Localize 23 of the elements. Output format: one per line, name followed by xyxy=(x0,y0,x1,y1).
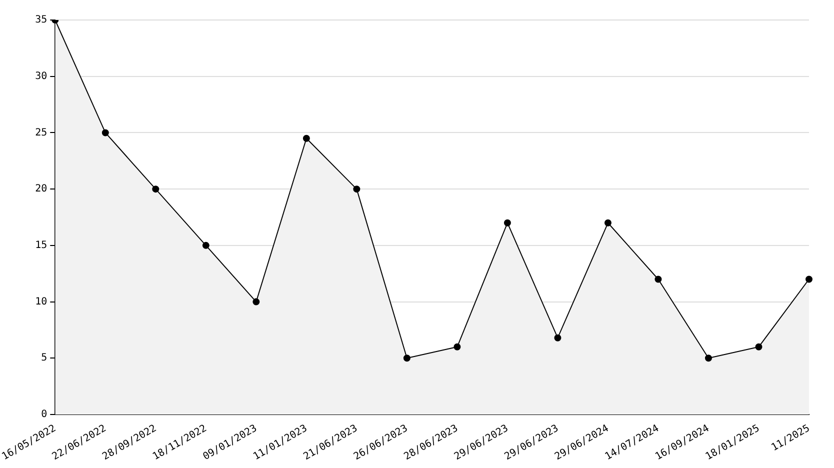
point xyxy=(403,354,410,362)
point xyxy=(152,186,160,193)
y-tick-label: 25 xyxy=(35,127,48,138)
point xyxy=(604,219,612,226)
point xyxy=(554,334,562,342)
y-tick-label: 15 xyxy=(35,240,48,252)
point xyxy=(654,276,662,283)
y-tick-label: 20 xyxy=(35,184,48,195)
point xyxy=(504,219,511,226)
y-tick-label: 0 xyxy=(41,409,48,420)
point xyxy=(353,186,360,193)
point xyxy=(202,242,210,249)
y-tick-label: 10 xyxy=(35,296,48,308)
point xyxy=(704,354,712,362)
y-tick-label: 5 xyxy=(41,352,48,364)
point xyxy=(252,298,260,306)
y-tick-label: 35 xyxy=(35,14,48,26)
point xyxy=(755,343,762,350)
point xyxy=(302,134,310,142)
y-tick-label: 30 xyxy=(35,70,48,82)
point xyxy=(454,343,461,350)
point xyxy=(806,276,812,283)
point xyxy=(102,129,109,136)
